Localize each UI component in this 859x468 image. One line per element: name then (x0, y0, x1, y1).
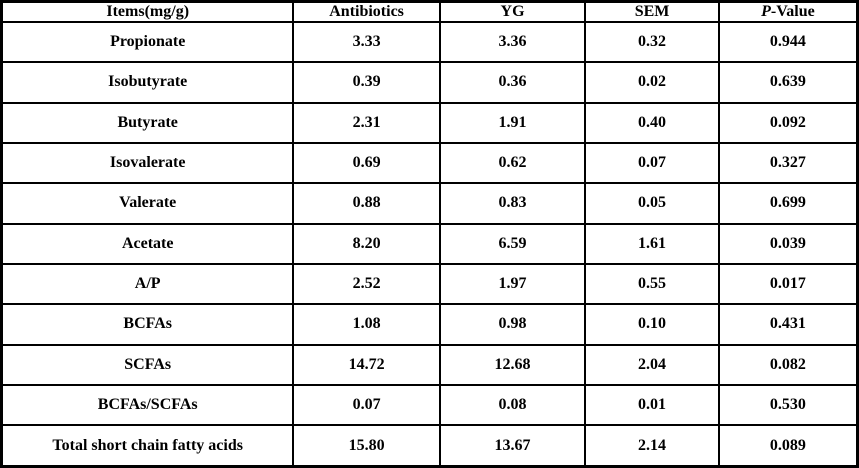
yg-cell: 13.67 (438, 424, 587, 468)
p-value-cell: 0.530 (717, 383, 859, 427)
p-value-cell: 0.092 (717, 101, 859, 144)
item-cell: Isovalerate (0, 141, 295, 185)
header-row: Items(mg/g) Antibiotics YG SEM P-Value (0, 0, 859, 23)
sem-cell: 2.04 (584, 343, 720, 386)
item-cell: BCFAs/SCFAs (0, 383, 295, 427)
table-row: BCFAs/SCFAs 0.07 0.08 0.01 0.530 (0, 383, 859, 427)
antibiotics-cell: 1.08 (292, 303, 441, 346)
sem-cell: 0.55 (584, 262, 720, 306)
table-row: Valerate 0.88 0.83 0.05 0.699 (0, 182, 859, 225)
antibiotics-cell: 14.72 (292, 343, 441, 386)
antibiotics-cell: 0.88 (292, 182, 441, 225)
table-row: Isovalerate 0.69 0.62 0.07 0.327 (0, 141, 859, 185)
pvalue-rest-text: -Value (770, 3, 815, 20)
item-cell: Acetate (0, 222, 295, 265)
yg-cell: 0.08 (438, 383, 587, 427)
pvalue-italic-letter: P (761, 3, 771, 20)
table-row: Acetate 8.20 6.59 1.61 0.039 (0, 222, 859, 265)
p-value-cell: 0.327 (717, 141, 859, 185)
col-header-items: Items(mg/g) (0, 0, 295, 23)
item-cell: Isobutyrate (0, 61, 295, 104)
sem-cell: 1.61 (584, 222, 720, 265)
sem-cell: 0.01 (584, 383, 720, 427)
antibiotics-cell: 15.80 (292, 424, 441, 468)
item-cell: A/P (0, 262, 295, 306)
table-header: Items(mg/g) Antibiotics YG SEM P-Value (0, 0, 859, 23)
yg-cell: 1.97 (438, 262, 587, 306)
sem-cell: 0.32 (584, 20, 720, 64)
sem-cell: 0.40 (584, 101, 720, 144)
yg-cell: 12.68 (438, 343, 587, 386)
table-row: Total short chain fatty acids 15.80 13.67 2… (0, 424, 859, 468)
yg-cell: 0.62 (438, 141, 587, 185)
col-header-pvalue: P-Value (717, 0, 859, 23)
col-header-antibiotics: Antibiotics (292, 0, 441, 23)
sem-cell: 0.10 (584, 303, 720, 346)
p-value-cell: 0.699 (717, 182, 859, 225)
antibiotics-cell: 8.20 (292, 222, 441, 265)
table-row: SCFAs 14.72 12.68 2.04 0.082 (0, 343, 859, 386)
p-value-cell: 0.431 (717, 303, 859, 346)
table-row: A/P 2.52 1.97 0.55 0.017 (0, 262, 859, 306)
table-row: Isobutyrate 0.39 0.36 0.02 0.639 (0, 61, 859, 104)
table-row: Propionate 3.33 3.36 0.32 0.944 (0, 20, 859, 64)
yg-cell: 3.36 (438, 20, 587, 64)
sem-cell: 0.02 (584, 61, 720, 104)
item-cell: Total short chain fatty acids (0, 424, 295, 468)
yg-cell: 0.98 (438, 303, 587, 346)
p-value-cell: 0.089 (717, 424, 859, 468)
sem-cell: 0.07 (584, 141, 720, 185)
yg-cell: 1.91 (438, 101, 587, 144)
p-value-cell: 0.039 (717, 222, 859, 265)
item-cell: Valerate (0, 182, 295, 225)
item-cell: Butyrate (0, 101, 295, 144)
table-body: Propionate 3.33 3.36 0.32 0.944 Isobutyrate 0.… (0, 20, 859, 468)
item-cell: SCFAs (0, 343, 295, 386)
antibiotics-cell: 2.31 (292, 101, 441, 144)
antibiotics-cell: 3.33 (292, 20, 441, 64)
yg-cell: 0.36 (438, 61, 587, 104)
antibiotics-cell: 2.52 (292, 262, 441, 306)
yg-cell: 6.59 (438, 222, 587, 265)
antibiotics-cell: 0.69 (292, 141, 441, 185)
sem-cell: 0.05 (584, 182, 720, 225)
antibiotics-cell: 0.39 (292, 61, 441, 104)
yg-cell: 0.83 (438, 182, 587, 225)
table-row: Butyrate 2.31 1.91 0.40 0.092 (0, 101, 859, 144)
col-header-sem: SEM (584, 0, 720, 23)
table-row: BCFAs 1.08 0.98 0.10 0.431 (0, 303, 859, 346)
antibiotics-cell: 0.07 (292, 383, 441, 427)
item-cell: Propionate (0, 20, 295, 64)
col-header-yg: YG (438, 0, 587, 23)
p-value-cell: 0.639 (717, 61, 859, 104)
p-value-cell: 0.944 (717, 20, 859, 64)
p-value-cell: 0.082 (717, 343, 859, 386)
item-cell: BCFAs (0, 303, 295, 346)
p-value-cell: 0.017 (717, 262, 859, 306)
sem-cell: 2.14 (584, 424, 720, 468)
